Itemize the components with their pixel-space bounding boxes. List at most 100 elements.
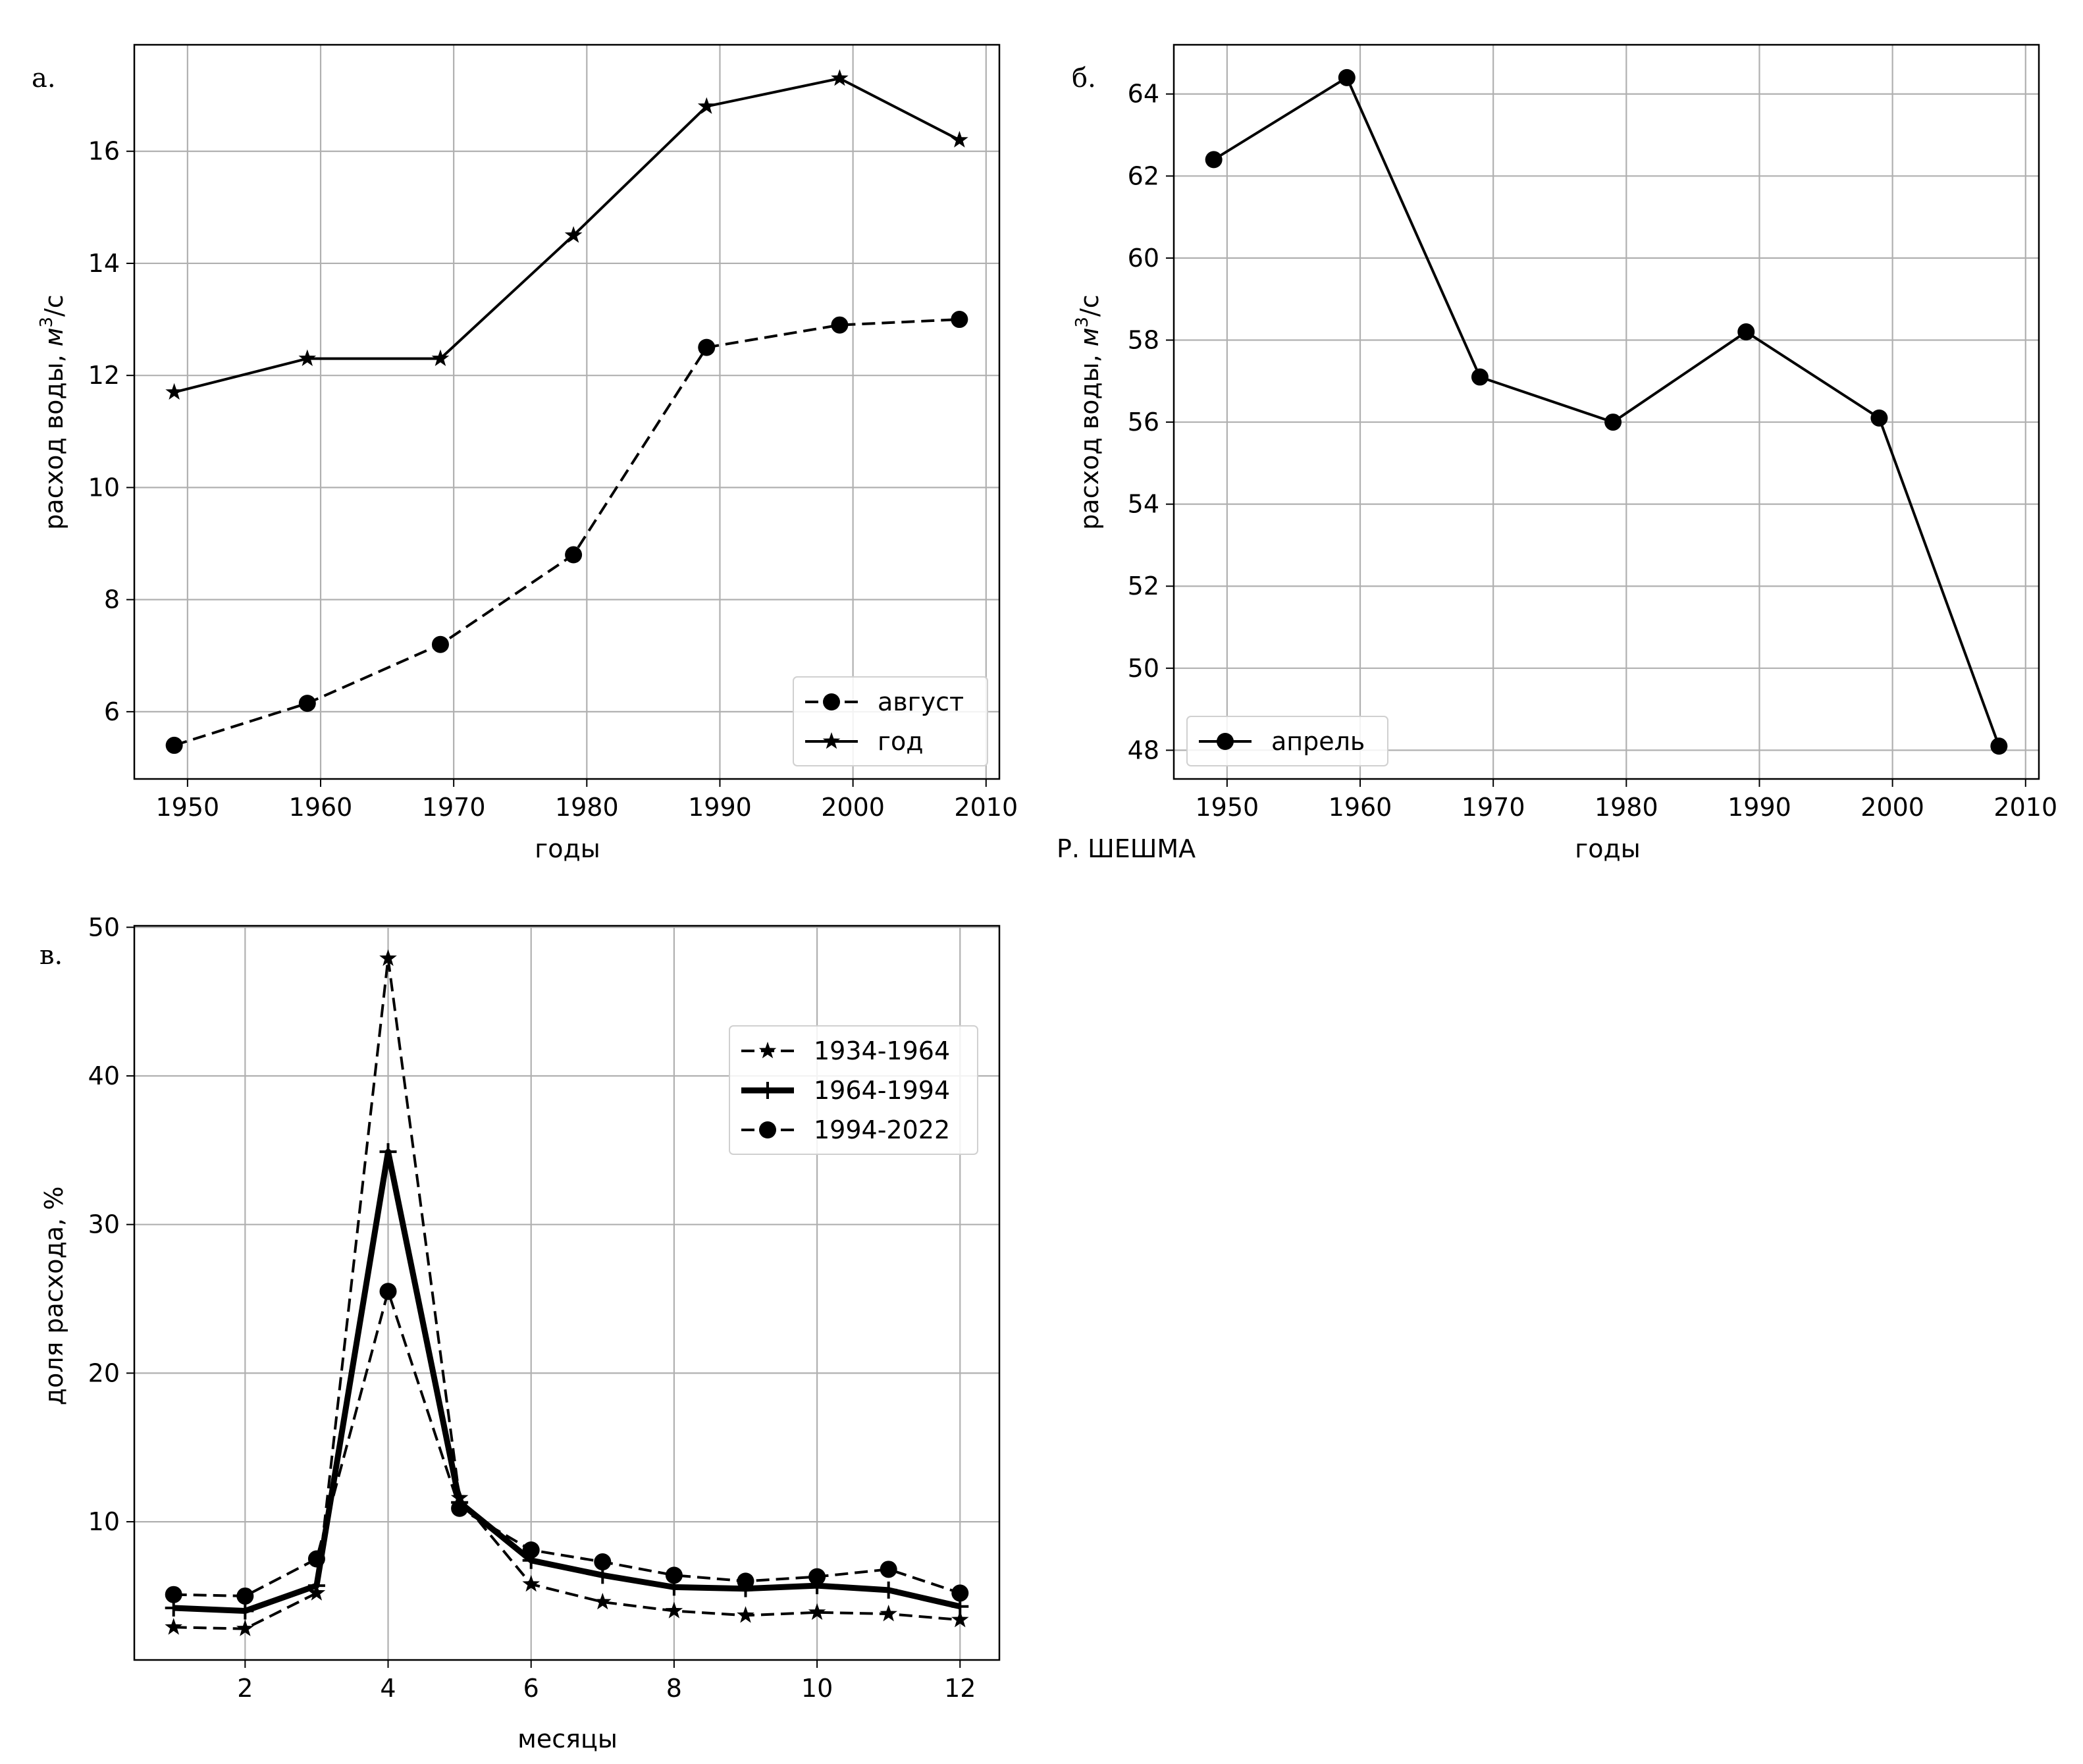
y-tick-label: 60 xyxy=(1128,244,1159,273)
series-line-0 xyxy=(173,957,961,1630)
x-tick-label: 1990 xyxy=(1727,793,1791,822)
grid-b xyxy=(1174,45,2039,779)
y-axis-label-c: доля расхода, % xyxy=(40,1187,68,1406)
data-point xyxy=(1205,151,1223,169)
data-point xyxy=(307,1550,325,1568)
data-point xyxy=(737,1606,754,1623)
data-point xyxy=(431,349,450,366)
panel-label-b: б. xyxy=(1072,63,1096,94)
legend-entry-label: август xyxy=(878,687,964,716)
data-point xyxy=(951,130,968,147)
data-point xyxy=(880,1581,897,1599)
data-point xyxy=(522,1541,540,1559)
ticks-b: 1950 1960 1970 1980 1990 2000 2010 48 50 52 54 56 58… xyxy=(1128,80,2058,822)
x-tick-label: 2000 xyxy=(1860,793,1924,822)
legend-box xyxy=(793,676,988,766)
data-point xyxy=(298,349,317,366)
data-point xyxy=(1604,414,1622,431)
y-axis-label-a: расход воды, м3/с xyxy=(37,294,68,529)
x-tick-label: 1950 xyxy=(156,793,220,822)
x-axis-label-c: месяцы xyxy=(517,1724,618,1753)
legend-c: 1934-1964 1964-1994 1994-2022 xyxy=(729,1025,978,1155)
y-tick-label: 12 xyxy=(88,361,120,390)
x-tick-label: 2010 xyxy=(1993,793,2057,822)
legend-marker xyxy=(759,1121,776,1138)
legend-entry-label: 1934-1964 xyxy=(814,1036,950,1065)
legend-entry-label: апрель xyxy=(1271,727,1365,756)
chart-panel-c: в. 2 4 6 8 10 12 10 20 30 40 50 месяцы доля расход… xyxy=(40,913,1001,1753)
series-layer-c xyxy=(165,949,969,1636)
data-point xyxy=(698,338,716,356)
chart-panel-a: а. 1950 1960 1970 1980 1990 2000 2010681012141… xyxy=(32,43,1018,863)
y-tick-label: 50 xyxy=(1128,654,1159,683)
x-tick-label: 1990 xyxy=(688,793,752,822)
data-point xyxy=(665,1601,683,1618)
y-tick-label: 8 xyxy=(104,585,120,614)
data-point xyxy=(594,1593,612,1610)
plot-frame-a xyxy=(133,43,1001,780)
data-point xyxy=(594,1553,612,1571)
ticks-a: 1950 1960 1970 1980 1990 2000 2010 6 8 10 12 14 16 xyxy=(88,137,1018,822)
series-layer-a xyxy=(165,69,968,754)
x-tick-label: 6 xyxy=(523,1674,539,1703)
data-point xyxy=(379,949,397,966)
y-tick-label: 64 xyxy=(1128,80,1159,109)
plot-frame-c xyxy=(133,924,1001,1661)
legend-marker xyxy=(823,693,840,710)
series-line-2 xyxy=(173,1290,961,1597)
y-tick-label: 58 xyxy=(1128,325,1159,354)
x-tick-label: 12 xyxy=(944,1674,976,1703)
y-tick-label: 6 xyxy=(104,697,120,726)
data-point xyxy=(1471,368,1489,386)
data-point xyxy=(564,226,583,243)
data-point xyxy=(1990,737,2008,755)
series-line-1 xyxy=(173,1148,961,1614)
data-point xyxy=(1338,68,1356,86)
legend-entry-label: год xyxy=(878,727,924,756)
data-point xyxy=(565,546,583,564)
data-point xyxy=(165,1618,182,1635)
x-tick-label: 1980 xyxy=(555,793,619,822)
data-point xyxy=(379,1283,397,1300)
y-tick-label: 10 xyxy=(88,473,120,502)
x-tick-label: 1960 xyxy=(1329,793,1392,822)
data-point xyxy=(1737,323,1755,341)
y-tick-label: 40 xyxy=(88,1061,120,1090)
x-axis-label-a: годы xyxy=(535,834,600,863)
data-point xyxy=(831,69,849,86)
legend-marker xyxy=(758,1042,777,1059)
data-point xyxy=(880,1561,897,1578)
legend-box xyxy=(729,1025,978,1155)
chart-panel-b: б. 1950 1960 1970 1980 1990 2000 2010 48 50 52 54 5… xyxy=(1072,43,2058,863)
legend-marker xyxy=(759,1082,776,1099)
x-tick-label: 2010 xyxy=(954,793,1018,822)
x-tick-label: 8 xyxy=(666,1674,682,1703)
data-point xyxy=(307,1577,325,1595)
data-point xyxy=(431,635,449,653)
data-point xyxy=(236,1619,254,1636)
legend-box xyxy=(1186,716,1388,766)
x-tick-label: 1950 xyxy=(1196,793,1259,822)
x-tick-label: 1980 xyxy=(1595,793,1658,822)
data-point xyxy=(951,1611,969,1628)
data-point xyxy=(808,1603,826,1620)
data-point xyxy=(951,1584,969,1602)
legend-entry-label: 1964-1994 xyxy=(814,1076,950,1105)
data-point xyxy=(522,1574,540,1592)
data-point xyxy=(951,311,968,329)
x-tick-label: 2 xyxy=(237,1674,253,1703)
x-tick-label: 10 xyxy=(801,1674,833,1703)
data-point xyxy=(165,736,183,754)
x-axis-label-b: годы xyxy=(1575,834,1641,863)
data-point xyxy=(236,1587,254,1605)
x-tick-label: 2000 xyxy=(821,793,885,822)
y-tick-label: 52 xyxy=(1128,572,1159,601)
data-point xyxy=(880,1605,897,1622)
legend-marker xyxy=(822,732,841,749)
y-tick-label: 56 xyxy=(1128,408,1159,437)
data-point xyxy=(737,1572,754,1590)
legend-marker xyxy=(1217,733,1234,750)
data-point xyxy=(1870,409,1888,427)
data-point xyxy=(236,1602,254,1620)
plot-frame-b xyxy=(1173,43,2040,780)
